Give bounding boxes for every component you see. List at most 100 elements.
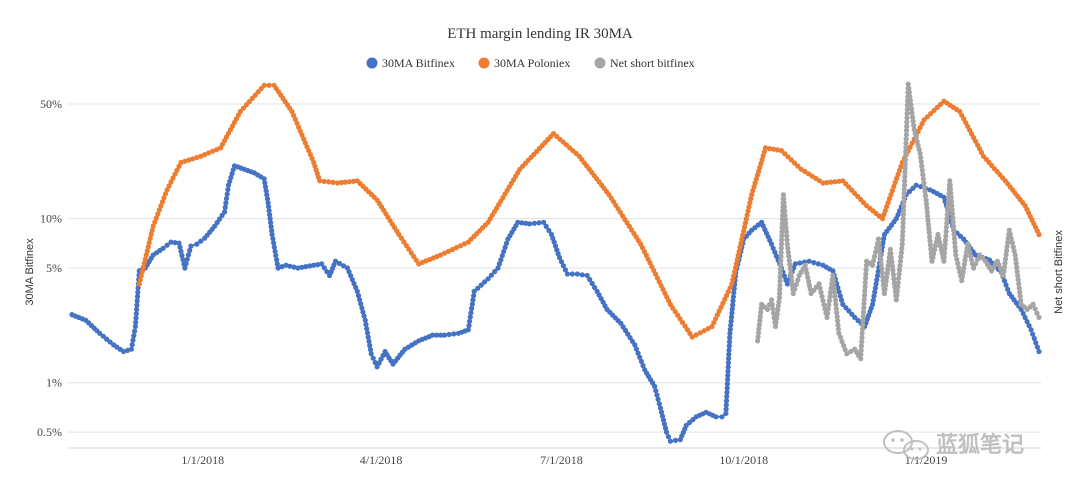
data-point — [777, 266, 784, 272]
data-point — [903, 127, 910, 134]
data-point — [797, 260, 803, 266]
legend-label: 30MA Bitfinex — [382, 56, 455, 70]
data-point — [166, 183, 172, 189]
data-point — [785, 245, 791, 251]
data-point — [222, 204, 228, 210]
data-point — [299, 132, 305, 138]
data-point — [1031, 335, 1037, 342]
data-point — [264, 192, 270, 198]
data-point — [804, 270, 810, 276]
data-point — [725, 364, 731, 370]
data-point — [904, 111, 910, 117]
data-point — [789, 278, 795, 284]
data-point — [726, 339, 733, 345]
data-point — [861, 296, 867, 302]
data-point — [758, 309, 764, 316]
data-point — [925, 217, 931, 223]
data-point — [273, 252, 279, 259]
data-point — [262, 184, 269, 190]
data-point — [935, 231, 941, 238]
data-point — [952, 240, 958, 246]
data-point — [896, 275, 902, 281]
data-point — [523, 220, 529, 226]
data-point — [902, 157, 909, 163]
data-point — [1017, 289, 1023, 295]
data-point — [268, 220, 274, 226]
data-point — [909, 110, 915, 116]
data-point — [879, 265, 885, 271]
data-point — [176, 163, 182, 169]
data-point — [855, 317, 861, 324]
data-point — [748, 196, 754, 202]
data-point — [139, 269, 145, 275]
wechat-logo-icon — [883, 430, 929, 460]
series-2 — [755, 81, 1042, 362]
data-point — [1017, 293, 1023, 299]
data-point — [755, 338, 761, 344]
data-point — [818, 289, 824, 295]
legend-label: Net short bitfinex — [610, 56, 695, 70]
data-point — [872, 249, 879, 255]
data-point — [430, 332, 436, 338]
data-point — [1030, 301, 1036, 307]
data-point — [584, 272, 590, 279]
data-point — [659, 413, 666, 419]
data-point — [149, 227, 155, 233]
data-point — [155, 211, 161, 217]
data-point — [107, 339, 113, 345]
data-point — [782, 212, 788, 218]
data-point — [878, 257, 884, 263]
data-point — [225, 187, 231, 193]
data-point — [515, 219, 521, 225]
series-line — [71, 164, 1040, 443]
data-point — [902, 169, 908, 176]
data-point — [874, 273, 881, 279]
data-point — [770, 306, 776, 312]
data-point — [330, 179, 336, 185]
data-point — [262, 180, 268, 186]
data-point — [941, 258, 947, 264]
data-point — [187, 247, 193, 254]
data-point — [830, 272, 836, 279]
data-point — [903, 148, 909, 155]
data-point — [916, 146, 922, 152]
data-point — [451, 331, 457, 337]
data-point — [903, 144, 909, 150]
data-point — [956, 265, 962, 271]
data-point — [210, 148, 216, 154]
data-point — [689, 334, 695, 340]
data-point — [143, 252, 149, 258]
data-point — [266, 82, 272, 88]
data-point — [959, 277, 965, 284]
data-point — [901, 191, 907, 197]
data-point — [783, 220, 789, 227]
data-point — [351, 281, 357, 287]
data-point — [569, 271, 575, 277]
data-point — [730, 294, 737, 300]
data-point — [271, 240, 277, 246]
data-point — [719, 414, 725, 420]
data-point — [860, 309, 867, 315]
legend-marker — [478, 57, 490, 69]
data-point — [637, 354, 643, 360]
data-point — [806, 278, 812, 284]
data-point — [283, 262, 289, 268]
data-point — [918, 155, 924, 161]
data-point — [862, 279, 868, 285]
data-point — [263, 188, 269, 194]
data-point — [764, 306, 771, 312]
data-point — [870, 258, 877, 264]
data-point — [904, 123, 910, 129]
data-point — [836, 289, 842, 295]
data-point — [135, 289, 141, 295]
data-point — [638, 358, 645, 364]
data-point — [729, 306, 735, 312]
data-point — [750, 188, 756, 194]
data-point — [660, 417, 667, 423]
data-point — [835, 322, 841, 328]
data-point — [919, 163, 925, 169]
data-point — [950, 223, 957, 229]
legend-item: Net short bitfinex — [594, 56, 695, 70]
data-point — [361, 313, 367, 319]
